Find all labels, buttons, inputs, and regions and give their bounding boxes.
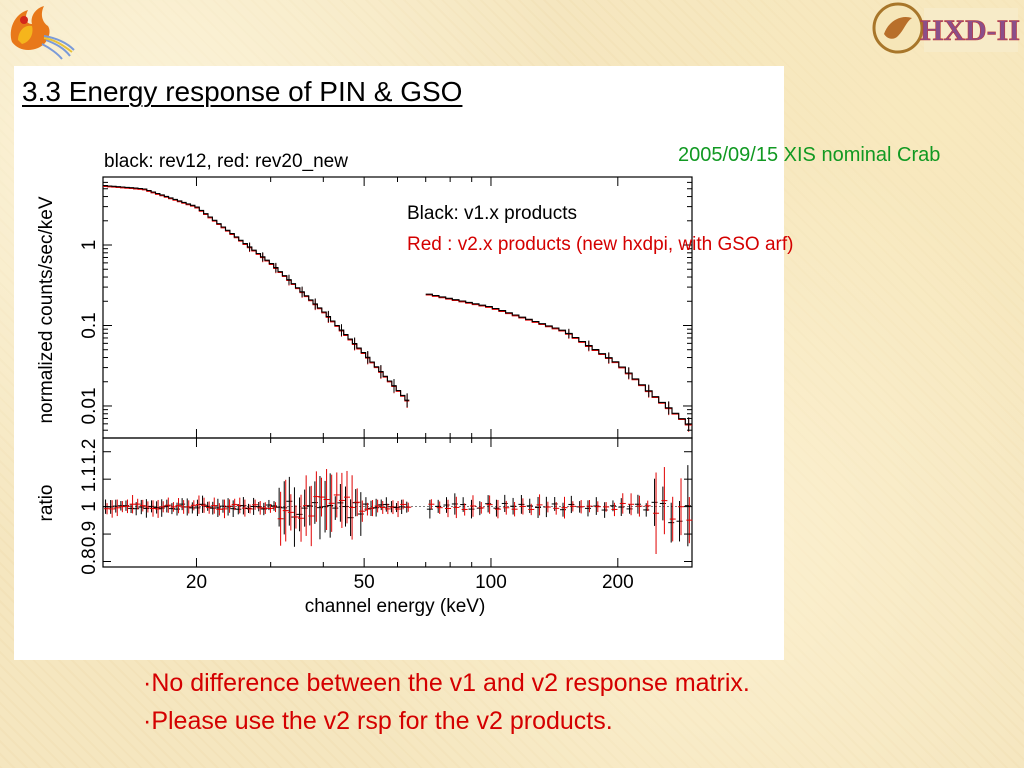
gso-spectrum-rev12 bbox=[425, 293, 692, 425]
y-tick-label-bottom: 1 bbox=[79, 501, 100, 512]
spectrum-panel-frame bbox=[102, 176, 693, 439]
x-tick-label: 200 bbox=[602, 572, 634, 593]
y-tick-label-bottom: 0.9 bbox=[79, 521, 100, 547]
bullet-item: ·Please use the v2 rsp for the v2 produc… bbox=[143, 707, 613, 735]
x-tick-label: 20 bbox=[186, 572, 207, 593]
x-tick-label: 100 bbox=[475, 572, 507, 593]
y-tick-label-bottom: 1.2 bbox=[79, 439, 100, 465]
y-tick-label-top: 1 bbox=[79, 240, 100, 251]
x-tick-label: 50 bbox=[354, 572, 375, 593]
bullet-item: ·No difference between the v1 and v2 res… bbox=[143, 669, 750, 697]
bullet-list: ·No difference between the v1 and v2 res… bbox=[143, 664, 750, 740]
figure-panel bbox=[14, 66, 784, 660]
slide-title: 3.3 Energy response of PIN & GSO bbox=[22, 76, 463, 107]
chart-title: black: rev12, red: rev20_new bbox=[104, 151, 348, 172]
y-tick-label-bottom: 0.8 bbox=[79, 548, 100, 574]
hxd-logo: HXD-II bbox=[870, 0, 1020, 58]
pin-spectrum-rev20 bbox=[103, 185, 410, 402]
x-axis-label: channel energy (keV) bbox=[305, 596, 486, 617]
observation-note: 2005/09/15 XIS nominal Crab bbox=[678, 144, 941, 166]
hxd-logo-text: HXD-II bbox=[920, 14, 1020, 47]
y-axis-label-bottom: ratio bbox=[36, 485, 57, 522]
phoenix-logo bbox=[4, 2, 78, 60]
pin-spectrum-rev12 bbox=[103, 185, 410, 401]
legend-black: Black: v1.x products bbox=[407, 203, 578, 224]
phoenix-icon bbox=[10, 6, 75, 60]
ratio-panel-frame bbox=[102, 437, 693, 568]
legend-red: Red : v2.x products (new hxdpi, with GSO… bbox=[407, 234, 794, 255]
astro-e2-hxd-logo-icon: HXD-II bbox=[872, 2, 1020, 54]
y-tick-label-top: 0.01 bbox=[79, 387, 100, 424]
y-tick-label-bottom: 1.1 bbox=[79, 466, 100, 492]
y-tick-label-top: 0.1 bbox=[79, 312, 100, 338]
y-axis-label-top: normalized counts/sec/keV bbox=[36, 196, 57, 423]
gso-spectrum-rev20 bbox=[425, 294, 692, 426]
